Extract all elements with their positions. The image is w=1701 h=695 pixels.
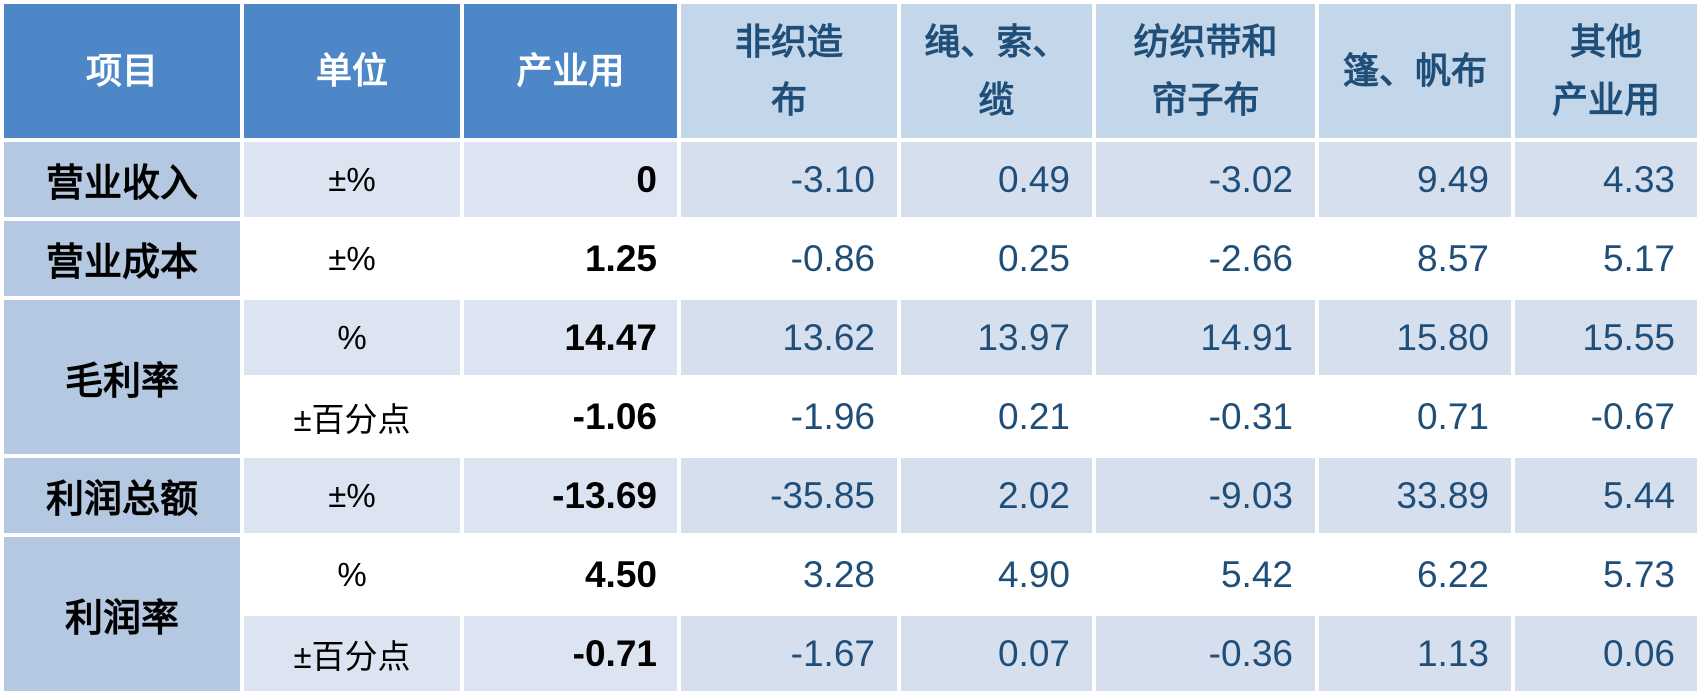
- row-label-cell: 营业收入: [4, 142, 240, 217]
- data-value-cell: 4.90: [901, 537, 1092, 612]
- header-row: 项目 单位 产业用 非织造 布 绳、索、 缆: [4, 4, 1697, 138]
- data-value-cell: 5.42: [1096, 537, 1315, 612]
- industrial-value-cell: 1.25: [464, 221, 677, 296]
- unit-cell: %: [244, 537, 460, 612]
- data-value-cell: 5.17: [1515, 221, 1697, 296]
- header-label: 绳、索、: [924, 21, 1069, 63]
- data-value-cell: -35.85: [681, 458, 897, 533]
- data-value-cell: 3.28: [681, 537, 897, 612]
- unit-cell: %: [244, 300, 460, 375]
- row-label-cell: 营业成本: [4, 221, 240, 296]
- data-value-cell: -2.66: [1096, 221, 1315, 296]
- col-header-tent-canvas: 篷、帆布: [1319, 4, 1511, 138]
- data-value-cell: 5.73: [1515, 537, 1697, 612]
- header-label: 产业用: [516, 50, 625, 92]
- industrial-value-cell: 4.50: [464, 537, 677, 612]
- data-value-cell: -0.67: [1515, 379, 1697, 454]
- data-value-cell: 15.80: [1319, 300, 1511, 375]
- data-value-cell: -9.03: [1096, 458, 1315, 533]
- data-value-cell: -1.67: [681, 616, 897, 691]
- table-row-profit-margin-pct: 利润率 % 4.50 3.28 4.90 5.42 6.22 5.73: [4, 537, 1697, 691]
- header-label: 项目: [85, 50, 158, 92]
- data-value-cell: -3.02: [1096, 142, 1315, 217]
- col-header-nonwoven: 非织造 布: [681, 4, 897, 138]
- col-header-rope-cord-cable: 绳、索、 缆: [901, 4, 1092, 138]
- data-value-cell: -0.86: [681, 221, 897, 296]
- header-label: 非织造: [734, 21, 843, 63]
- header-label: 帘子布: [1151, 79, 1260, 120]
- data-value-cell: -0.36: [1096, 616, 1315, 691]
- industrial-value-cell: -1.06: [464, 379, 677, 454]
- header-label: 布: [770, 79, 807, 120]
- data-value-cell: 14.91: [1096, 300, 1315, 375]
- col-header-industrial: 产业用: [464, 4, 677, 138]
- industrial-value-cell: -0.71: [464, 616, 677, 691]
- header-label: 缆: [978, 79, 1015, 120]
- unit-cell: ±%: [244, 458, 460, 533]
- header-label: 产业用: [1551, 79, 1660, 120]
- data-value-cell: 33.89: [1319, 458, 1511, 533]
- table-row-revenue: 营业收入 ±% 0 -3.10 0.49 -3.02 9.49 4.33: [4, 142, 1697, 217]
- data-value-cell: 13.97: [901, 300, 1092, 375]
- table-row-profit-margin-pp: ±百分点 -0.71 -1.67 0.07 -0.36 1.13 0.06: [4, 616, 1697, 691]
- data-value-cell: 0.49: [901, 142, 1092, 217]
- data-value-cell: -1.96: [681, 379, 897, 454]
- col-header-item: 项目: [4, 4, 240, 138]
- unit-cell: ±%: [244, 142, 460, 217]
- header-label: 纺织带和: [1133, 21, 1278, 63]
- data-value-cell: 13.62: [681, 300, 897, 375]
- row-label-cell: 利润总额: [4, 458, 240, 533]
- data-value-cell: 0.07: [901, 616, 1092, 691]
- data-value-cell: 0.06: [1515, 616, 1697, 691]
- header-label: 单位: [315, 50, 388, 92]
- data-value-cell: 1.13: [1319, 616, 1511, 691]
- data-value-cell: 0.25: [901, 221, 1092, 296]
- table-row-gross-margin-pct: 毛利率 % 14.47 13.62 13.97 14.91 15.80 15.5…: [4, 300, 1697, 454]
- data-value-cell: 8.57: [1319, 221, 1511, 296]
- table-row-cost: 营业成本 ±% 1.25 -0.86 0.25 -2.66 8.57 5.17: [4, 221, 1697, 296]
- data-value-cell: 0.21: [901, 379, 1092, 454]
- row-label-cell: 毛利率: [4, 300, 240, 454]
- industrial-value-cell: 0: [464, 142, 677, 217]
- industrial-value-cell: -13.69: [464, 458, 677, 533]
- table-row-gross-margin-pp: ±百分点 -1.06 -1.96 0.21 -0.31 0.71 -0.67: [4, 379, 1697, 454]
- header-label: 篷、帆布: [1342, 50, 1487, 92]
- col-header-unit: 单位: [244, 4, 460, 138]
- data-value-cell: -0.31: [1096, 379, 1315, 454]
- unit-cell: ±百分点: [244, 616, 460, 691]
- col-header-textile-belt-cord-fabric: 纺织带和 帘子布: [1096, 4, 1315, 138]
- row-label-cell: 利润率: [4, 537, 240, 691]
- col-header-other-industrial: 其他 产业用: [1515, 4, 1697, 138]
- unit-cell: ±百分点: [244, 379, 460, 454]
- data-value-cell: 2.02: [901, 458, 1092, 533]
- header-label: 其他: [1569, 21, 1642, 63]
- data-value-cell: 5.44: [1515, 458, 1697, 533]
- table-row-total-profit: 利润总额 ±% -13.69 -35.85 2.02 -9.03 33.89 5…: [4, 458, 1697, 533]
- unit-cell: ±%: [244, 221, 460, 296]
- data-value-cell: 9.49: [1319, 142, 1511, 217]
- industrial-value-cell: 14.47: [464, 300, 677, 375]
- data-value-cell: 15.55: [1515, 300, 1697, 375]
- data-value-cell: 6.22: [1319, 537, 1511, 612]
- data-value-cell: 0.71: [1319, 379, 1511, 454]
- data-value-cell: -3.10: [681, 142, 897, 217]
- data-value-cell: 4.33: [1515, 142, 1697, 217]
